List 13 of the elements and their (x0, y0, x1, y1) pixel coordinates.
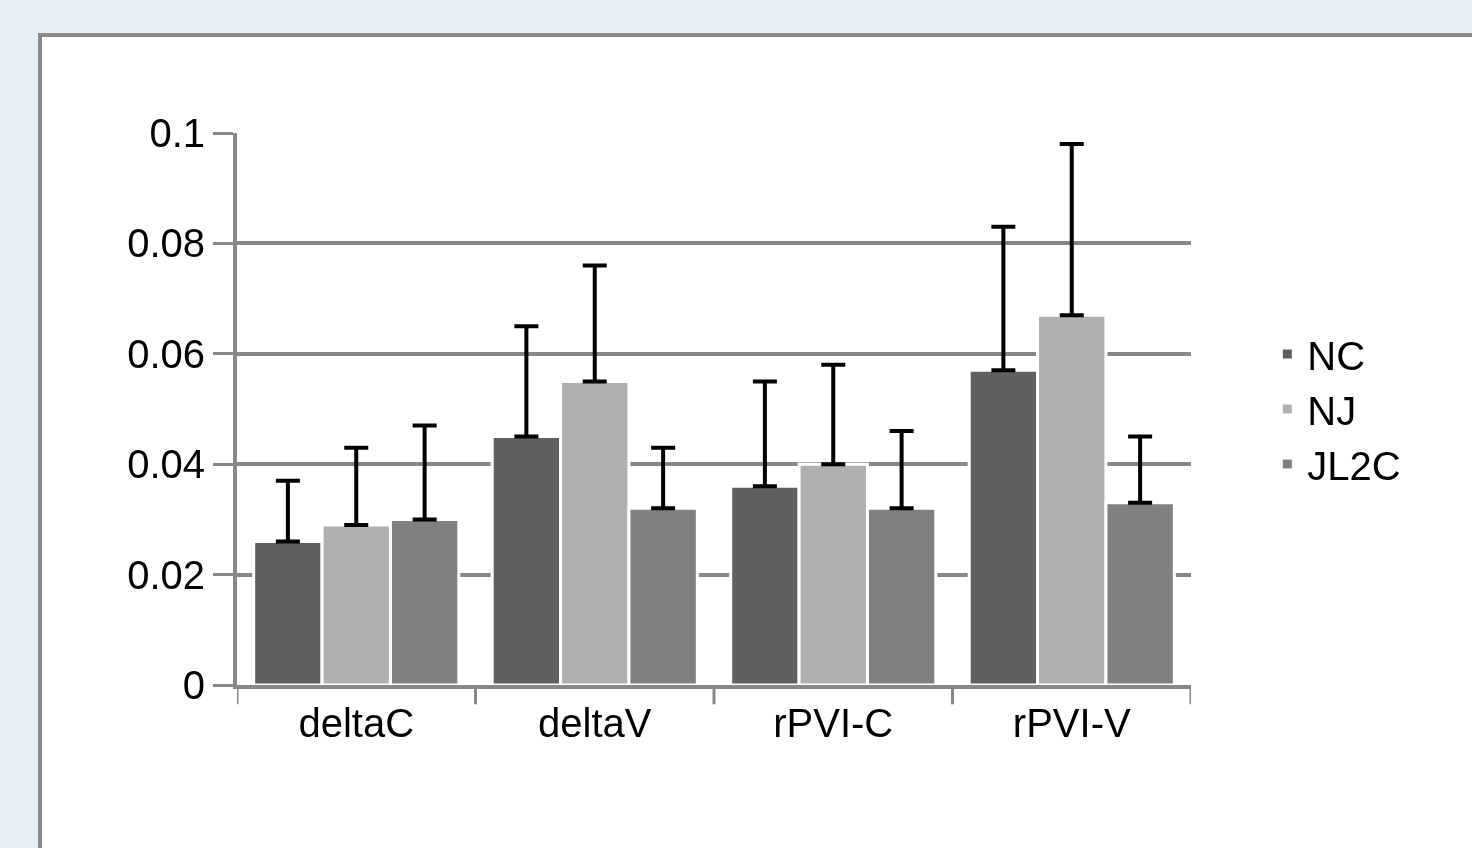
y-tick-label: 0 (182, 663, 205, 707)
y-tick-label: 0.06 (127, 331, 205, 376)
x-tick-label: rPVI-V (1012, 701, 1131, 745)
x-tick-label: deltaV (538, 701, 652, 745)
legend-label: NJ (1307, 388, 1357, 433)
y-tick-label: 0.1 (149, 111, 205, 155)
y-tick-label: 0.04 (127, 442, 205, 487)
x-tick-label: rPVI-C (773, 701, 894, 745)
y-tick-label: 0.02 (127, 552, 205, 597)
legend-label: NC (1307, 333, 1366, 378)
x-tick-label: deltaC (298, 701, 415, 745)
y-tick-label: 0.08 (127, 221, 205, 266)
legend-label: JL2C (1307, 443, 1401, 488)
